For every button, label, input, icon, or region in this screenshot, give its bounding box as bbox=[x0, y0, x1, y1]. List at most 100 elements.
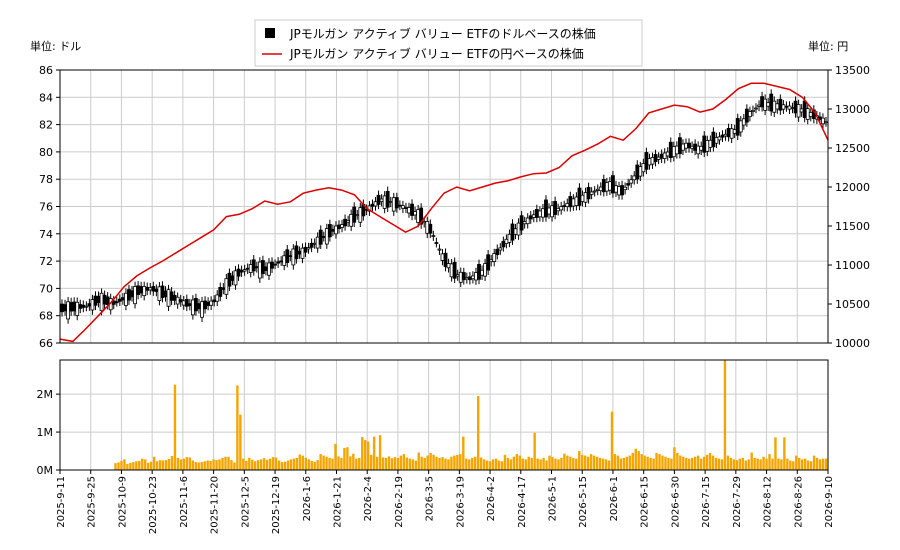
usd-candle-body bbox=[595, 188, 600, 191]
volume-bar bbox=[536, 458, 539, 470]
volume-bar bbox=[679, 455, 682, 470]
usd-candle-body bbox=[206, 301, 211, 306]
legend-box bbox=[254, 19, 643, 67]
volume-bar bbox=[126, 463, 129, 470]
usd-candle-body bbox=[218, 286, 223, 297]
volume-bar bbox=[542, 457, 545, 470]
usd-candle-body bbox=[309, 242, 314, 248]
legend: JPモルガン アクティブ バリュー ETFのドルベースの株価 JPモルガン アク… bbox=[254, 19, 643, 67]
volume-bar bbox=[476, 396, 480, 470]
usd-candle-body bbox=[617, 186, 621, 196]
date-tick-label: 2026-3-5 bbox=[425, 476, 436, 521]
jpy-price-line bbox=[59, 82, 829, 343]
volume-bar bbox=[607, 460, 611, 470]
volume-bar bbox=[286, 460, 290, 470]
date-tick-label: 2026-8-12 bbox=[763, 476, 774, 528]
volume-bar bbox=[331, 458, 334, 470]
usd-candle-body bbox=[824, 121, 828, 124]
volume-bar bbox=[432, 454, 435, 470]
usd-candle-body bbox=[102, 294, 107, 305]
usd-candle-body bbox=[87, 303, 92, 307]
volume-bar bbox=[616, 455, 620, 470]
usd-candle-body bbox=[257, 261, 262, 279]
volume-bar bbox=[364, 440, 367, 470]
left-unit-label: 単位: ドル bbox=[30, 39, 81, 53]
volume-bar bbox=[786, 458, 789, 470]
usd-candle-body bbox=[525, 217, 530, 225]
usd-candle-body bbox=[245, 267, 250, 270]
volume-bar bbox=[352, 453, 355, 470]
usd-candle-body bbox=[248, 264, 253, 273]
volume-bar bbox=[158, 460, 162, 470]
date-tick-label: 2025-12-19 bbox=[271, 476, 282, 534]
usd-candle-body bbox=[349, 213, 354, 227]
volume-bar bbox=[759, 459, 762, 470]
usd-candle-body bbox=[312, 242, 317, 245]
volume-bar bbox=[554, 458, 557, 470]
volume-bar bbox=[581, 454, 584, 470]
usd-candle-body bbox=[187, 303, 192, 307]
volume-bar bbox=[209, 460, 212, 470]
usd-candle-body bbox=[489, 259, 494, 263]
volume-bar bbox=[295, 457, 299, 470]
usd-candle-body bbox=[404, 207, 408, 209]
volume-bar bbox=[688, 458, 691, 470]
usd-candle-body bbox=[169, 291, 174, 301]
volume-bar bbox=[117, 462, 120, 470]
usd-candle-body bbox=[501, 240, 506, 248]
volume-bar bbox=[539, 459, 542, 470]
volume-bar bbox=[319, 454, 322, 470]
date-tick-label: 2026-2-19 bbox=[394, 476, 405, 528]
volume-bar bbox=[245, 460, 248, 470]
usd-candle-body bbox=[327, 224, 332, 238]
volume-bar bbox=[488, 461, 492, 470]
usd-candle-body bbox=[769, 93, 774, 112]
volume-bar bbox=[135, 461, 138, 470]
volume-bar bbox=[506, 457, 510, 470]
volume-bar bbox=[147, 462, 150, 470]
usd-candle-body bbox=[805, 108, 810, 120]
volume-bar bbox=[649, 457, 652, 470]
usd-candle-body bbox=[650, 157, 655, 165]
volume-bar bbox=[821, 458, 825, 470]
usd-candle-body bbox=[544, 199, 548, 218]
usd-tick-label: 72 bbox=[39, 255, 53, 268]
volume-bar bbox=[527, 456, 530, 470]
date-tick-label: 2026-9-10 bbox=[824, 476, 835, 528]
volume-bar bbox=[806, 460, 810, 470]
volume-bar bbox=[408, 458, 412, 470]
usd-candle-body bbox=[659, 153, 664, 159]
volume-bar bbox=[708, 452, 712, 470]
volume-bar bbox=[798, 457, 801, 470]
volume-bar bbox=[114, 463, 117, 470]
volume-bar bbox=[441, 457, 444, 470]
usd-candle-body bbox=[790, 107, 795, 109]
usd-candle-body bbox=[90, 299, 95, 311]
volume-bar bbox=[429, 452, 432, 470]
usd-candle-body bbox=[419, 207, 424, 225]
volume-bar bbox=[693, 456, 697, 470]
usd-candle-body bbox=[160, 285, 165, 299]
volume-bar bbox=[613, 454, 617, 470]
usd-candle-body bbox=[443, 252, 448, 267]
volume-bar bbox=[765, 458, 768, 470]
usd-candle-body bbox=[120, 297, 125, 301]
volume-bar bbox=[176, 457, 180, 470]
volume-bar bbox=[815, 457, 819, 470]
usd-candle-body bbox=[763, 98, 768, 111]
volume-bar bbox=[595, 456, 599, 470]
volume-bar bbox=[438, 457, 441, 470]
usd-candle-body bbox=[60, 303, 64, 313]
volume-bar bbox=[634, 448, 637, 470]
usd-candle-body bbox=[172, 294, 177, 301]
date-tick-label: 2026-6-1 bbox=[609, 476, 620, 521]
jpy-tick-label: 10500 bbox=[835, 298, 870, 311]
usd-candle-body bbox=[528, 215, 533, 220]
volume-bar bbox=[361, 437, 364, 470]
date-tick-label: 2026-4-2 bbox=[486, 476, 497, 521]
usd-candle-body bbox=[720, 134, 725, 138]
date-tick-label: 2026-7-15 bbox=[701, 476, 712, 528]
usd-candle-body bbox=[504, 238, 509, 244]
usd-candle-body bbox=[553, 201, 557, 215]
usd-candle-body bbox=[574, 196, 579, 207]
